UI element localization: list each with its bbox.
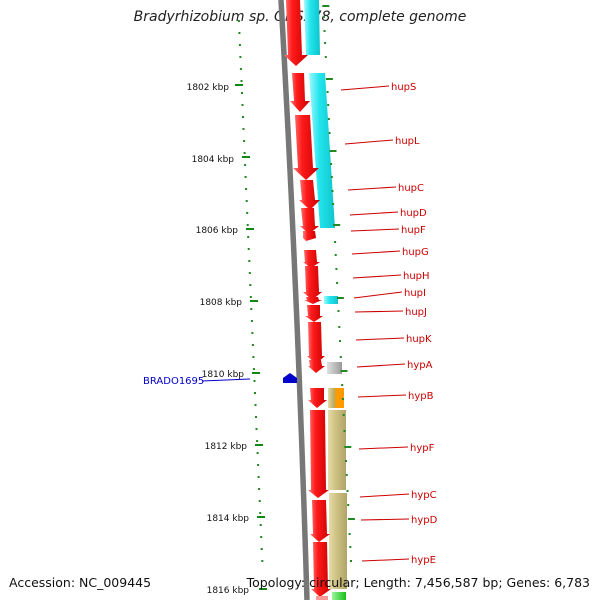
track-orange (335, 388, 344, 408)
marker-dots-right (322, 5, 355, 562)
kbp-tick-label: 1814 kbp (207, 514, 250, 524)
gene-label: hypE (411, 555, 436, 566)
kbp-tick-label: 1816 kbp (207, 586, 250, 596)
gene-label: hupJ (405, 307, 427, 318)
gene-label: hupD (400, 208, 427, 219)
gene-label: hupF (401, 225, 426, 236)
gene-arrow (303, 250, 320, 268)
kbp-tick-label: 1806 kbp (196, 226, 239, 236)
gene-arrow (305, 305, 323, 322)
gene-arrow (308, 360, 325, 373)
gene-arrow (308, 410, 329, 498)
gene-label: hupG (402, 247, 429, 258)
gene-arrow (311, 542, 331, 597)
marker-dots-left (237, 20, 264, 562)
highlight-locus[interactable]: BRADO1695 (143, 373, 297, 387)
genome-backbone (278, 0, 310, 600)
gene-label: hypD (411, 515, 438, 526)
gene-arrows[interactable] (284, 0, 331, 597)
highlight-label: BRADO1695 (143, 376, 204, 387)
track-green (332, 592, 346, 600)
gene-arrow (300, 208, 319, 234)
gene-arrow (304, 297, 322, 304)
gene-label: hypA (407, 360, 433, 371)
gene-arrow (303, 266, 322, 300)
gene-labels[interactable]: hupS hupL hupC hupD hupF hupG hupH hupI … (340, 82, 438, 566)
gene-arrow (290, 73, 310, 112)
gene-arrow (299, 180, 320, 210)
gene-arrow (303, 231, 316, 241)
genome-stats-text: Topology: circular; Length: 7,456,587 bp… (246, 575, 590, 590)
highlight-marker (283, 373, 297, 383)
kbp-tick-label: 1802 kbp (187, 83, 230, 93)
gene-label: hupC (398, 183, 424, 194)
gene-label: hupS (391, 82, 416, 93)
gene-label: hupH (403, 271, 430, 282)
track-olive (328, 388, 347, 589)
gene-arrow (308, 388, 327, 408)
gene-label: hupL (395, 136, 420, 147)
kbp-tick-label: 1810 kbp (202, 370, 245, 380)
accession-text: Accession: NC_009445 (9, 575, 152, 590)
gene-arrow (284, 0, 308, 66)
track-cyan (304, 0, 338, 304)
gene-label: hupK (406, 334, 432, 345)
gene-arrow (310, 500, 330, 542)
kbp-tick-label: 1804 kbp (192, 155, 235, 165)
gene-label: hupI (404, 288, 426, 299)
gene-label: hypB (408, 391, 434, 402)
gene-arrow (293, 115, 319, 180)
kbp-tick-label: 1808 kbp (200, 298, 243, 308)
kbp-tick-label: 1812 kbp (205, 442, 248, 452)
gene-arrow-edge (316, 596, 328, 600)
gene-label: hypF (410, 443, 435, 454)
gene-arrow (307, 322, 325, 364)
kbp-ruler: 1802 kbp 1804 kbp 1806 kbp 1808 kbp 1810… (187, 83, 267, 596)
track-gray (327, 362, 342, 374)
gene-label: hypC (411, 490, 437, 501)
